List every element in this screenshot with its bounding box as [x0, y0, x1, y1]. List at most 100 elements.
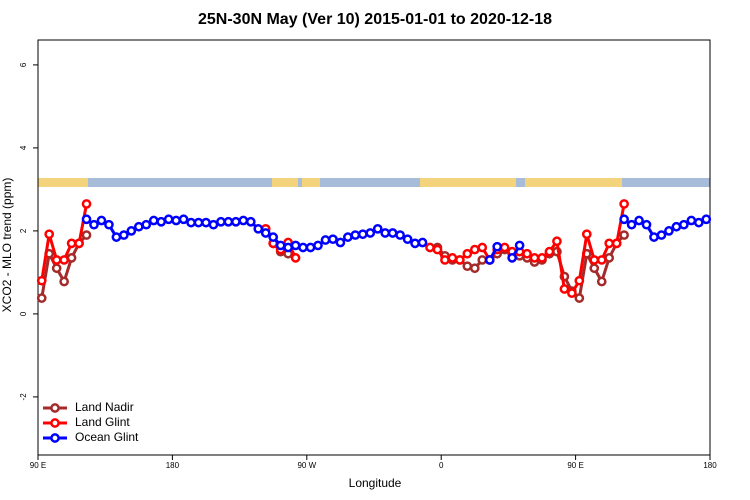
data-point	[283, 242, 293, 253]
data-point	[574, 293, 585, 303]
y-tick-label: 6	[19, 62, 28, 67]
data-point	[507, 253, 517, 263]
data-point	[641, 219, 652, 230]
data-point	[604, 253, 615, 263]
data-point	[410, 238, 420, 249]
data-point	[290, 240, 301, 251]
data-point	[313, 240, 323, 251]
data-point	[701, 214, 712, 225]
data-point	[81, 214, 92, 225]
data-point	[193, 217, 204, 228]
data-point	[484, 255, 495, 265]
data-point	[59, 276, 69, 287]
data-point	[619, 214, 629, 225]
data-point	[417, 237, 428, 248]
data-point	[469, 263, 480, 274]
data-point	[559, 284, 570, 294]
data-point	[59, 255, 69, 265]
data-point	[455, 255, 465, 265]
data-point	[395, 230, 405, 240]
data-point	[36, 293, 47, 303]
data-point	[51, 263, 62, 274]
data-point	[477, 242, 488, 253]
x-tick-label: 180	[703, 461, 717, 470]
x-tick-label: 90 E	[567, 461, 583, 470]
data-point	[522, 248, 532, 259]
data-point	[201, 217, 211, 228]
data-point	[178, 214, 189, 225]
data-point	[141, 219, 152, 230]
data-point	[208, 219, 219, 230]
data-point	[567, 288, 577, 298]
data-point	[492, 241, 503, 252]
data-point	[320, 235, 331, 245]
chart-title: 25N-30N May (Ver 10) 2015-01-01 to 2020-…	[198, 11, 552, 28]
data-point	[163, 214, 174, 225]
data-point	[634, 215, 644, 226]
data-point	[253, 223, 264, 234]
data-point	[514, 240, 525, 251]
data-point	[402, 234, 413, 245]
data-point	[589, 255, 600, 265]
data-point	[529, 253, 540, 263]
data-point	[544, 246, 555, 257]
data-point	[350, 230, 361, 240]
legend-label: Land Glint	[75, 415, 130, 429]
data-point	[231, 216, 241, 227]
data-point	[171, 215, 181, 226]
data-point	[693, 217, 704, 228]
data-point	[477, 255, 488, 265]
data-point	[328, 234, 338, 245]
data-point	[66, 253, 77, 263]
data-point	[290, 253, 301, 263]
data-point	[432, 244, 443, 255]
data-point	[148, 215, 159, 226]
data-point	[245, 216, 256, 227]
data-point	[425, 242, 435, 253]
data-point	[238, 215, 249, 226]
data-point	[380, 228, 391, 238]
data-point	[656, 230, 667, 240]
data-point	[74, 238, 84, 249]
data-point	[133, 221, 144, 232]
data-point	[66, 238, 77, 249]
data-point	[81, 199, 92, 209]
data-point	[679, 219, 689, 230]
y-tick-label: 2	[19, 228, 28, 233]
data-point	[574, 275, 585, 286]
data-point	[596, 276, 607, 287]
series-line	[429, 203, 626, 296]
data-point	[589, 263, 600, 274]
plot-frame	[37, 39, 711, 456]
y-tick-label: -2	[19, 393, 28, 401]
data-point	[89, 219, 99, 230]
x-tick-label: 90 E	[30, 461, 46, 470]
data-point	[305, 242, 316, 253]
map-strip	[38, 178, 710, 187]
data-point	[126, 226, 137, 236]
data-point	[462, 261, 473, 272]
legend-marker	[50, 418, 60, 428]
data-point	[469, 244, 480, 255]
x-tick-label: 90 W	[297, 461, 316, 470]
y-tick-label: 0	[19, 311, 28, 316]
data-point	[581, 229, 592, 240]
data-point	[604, 238, 615, 249]
data-point	[223, 216, 234, 227]
data-point	[440, 255, 450, 265]
y-axis-label: XCO2 - MLO trend (ppm)	[0, 178, 14, 313]
data-point	[664, 226, 674, 236]
data-point	[671, 221, 682, 232]
data-point	[343, 232, 353, 242]
legend-label: Ocean Glint	[75, 430, 139, 444]
data-point	[552, 236, 562, 247]
data-point	[537, 253, 547, 263]
data-point	[619, 199, 629, 209]
data-point	[111, 232, 122, 242]
data-point	[216, 216, 226, 227]
data-point	[619, 230, 629, 240]
data-point	[611, 238, 622, 249]
data-point	[260, 228, 271, 238]
data-point	[104, 219, 114, 230]
data-point	[119, 230, 129, 240]
